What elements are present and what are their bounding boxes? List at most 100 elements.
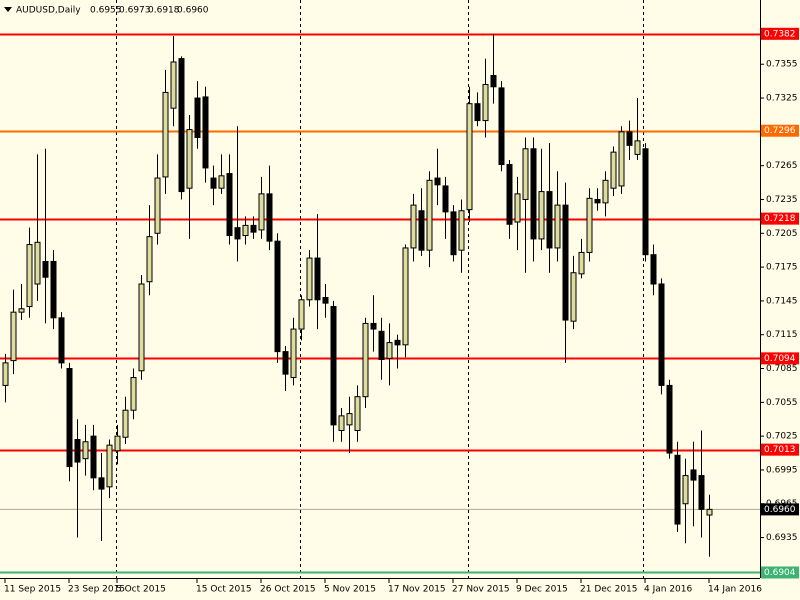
y-tick-label: 0.7025: [766, 432, 798, 442]
level-label-box: [761, 212, 799, 225]
candle-body: [626, 131, 633, 146]
level-label-box: [761, 443, 799, 456]
candle-body: [634, 140, 641, 155]
candle-body: [594, 198, 601, 204]
candle-body: [170, 61, 177, 109]
menu-icon[interactable]: [4, 7, 12, 12]
candle-body: [186, 129, 193, 189]
candle-body: [50, 260, 57, 319]
y-tick-label: 0.6935: [766, 533, 798, 543]
ohlc-open: 0.6955: [90, 6, 122, 16]
y-tick-label: 0.7085: [766, 364, 798, 374]
level-label: 0.6904: [764, 568, 796, 578]
separators: [116, 0, 644, 578]
candle-body: [362, 322, 369, 398]
x-tick-label: 26 Oct 2015: [260, 585, 316, 595]
y-tick-label: 0.7145: [766, 296, 798, 306]
candle-body: [322, 297, 329, 304]
candle-body: [706, 508, 713, 516]
candle-body: [178, 58, 185, 193]
candle-body: [538, 191, 545, 240]
candle-body: [690, 469, 697, 481]
y-tick-label: 0.7235: [766, 195, 798, 205]
candle-body: [618, 131, 625, 187]
candle-body: [306, 257, 313, 301]
candle-body: [122, 409, 129, 438]
candle-body: [42, 260, 49, 278]
candle-body: [234, 227, 241, 240]
candle-body: [522, 148, 529, 200]
candle-body: [562, 204, 569, 321]
current-price-box: [761, 503, 799, 516]
candle-body: [386, 342, 393, 359]
candle-body: [586, 197, 593, 253]
candle-body: [258, 193, 265, 231]
x-tick-label: 5 Nov 2015: [324, 585, 376, 595]
candle-body: [354, 396, 361, 431]
candle-body: [642, 148, 649, 256]
x-tick-label: 15 Oct 2015: [196, 585, 252, 595]
candle-body: [202, 96, 209, 169]
candle-body: [210, 177, 217, 189]
candle-body: [82, 441, 89, 460]
candle-body: [514, 193, 521, 223]
candle-body: [402, 247, 409, 346]
candle-body: [266, 193, 273, 242]
candle-body: [34, 241, 41, 285]
y-tick-label: 0.7355: [766, 60, 798, 70]
x-tick-label: 4 Jan 2016: [644, 585, 692, 595]
candle-body: [114, 435, 121, 452]
candle-body: [74, 439, 81, 463]
candle-body: [458, 210, 465, 251]
x-tick-label: 21 Dec 2015: [580, 585, 638, 595]
level-label: 0.7296: [764, 126, 796, 136]
candle-body: [346, 413, 353, 426]
candle-body: [98, 477, 105, 490]
candle-body: [546, 191, 553, 249]
candle-body: [338, 415, 345, 431]
ohlc-close: 0.6960: [177, 6, 209, 16]
candle-body: [698, 475, 705, 510]
candle-body: [674, 454, 681, 525]
x-tick-label: 27 Nov 2015: [452, 585, 510, 595]
candle-body: [218, 175, 225, 189]
candle-body: [570, 272, 577, 322]
candle-body: [10, 311, 17, 362]
candle-body: [666, 384, 673, 454]
y-tick-label: 0.7115: [766, 330, 798, 340]
y-tick-label: 0.6995: [766, 465, 798, 475]
x-tick-label: 5 Oct 2015: [116, 585, 166, 595]
ohlc-low: 0.6918: [148, 6, 180, 16]
candle-body: [242, 224, 249, 237]
candle-body: [554, 204, 561, 249]
candle-body: [106, 444, 113, 488]
x-tick-label: 14 Jan 2016: [708, 585, 762, 595]
candle-body: [130, 377, 137, 411]
candle-body: [378, 330, 385, 360]
candle-body: [466, 103, 473, 211]
candle-body: [18, 308, 25, 313]
y-tick-label: 0.7265: [766, 161, 798, 171]
candle-body: [138, 283, 145, 372]
candle-body: [650, 254, 657, 285]
candle-body: [66, 368, 73, 468]
candle-body: [250, 224, 257, 233]
candle-body: [154, 177, 161, 234]
y-tick-label: 0.7055: [766, 398, 798, 408]
candle-body: [226, 173, 233, 237]
candle-body: [26, 244, 33, 308]
level-label-box: [761, 124, 799, 137]
level-label: 0.7013: [764, 445, 796, 455]
y-tick-label: 0.7205: [766, 229, 798, 239]
level-label-box: [761, 352, 799, 365]
y-tick-label: 0.7175: [766, 263, 798, 273]
x-tick-label: 9 Dec 2015: [516, 585, 568, 595]
candle-body: [450, 211, 457, 256]
candle-body: [2, 362, 9, 386]
candle-body: [314, 257, 321, 301]
candle-body: [290, 328, 297, 379]
level-label: 0.7382: [764, 29, 796, 39]
x-tick-label: 17 Nov 2015: [388, 585, 446, 595]
